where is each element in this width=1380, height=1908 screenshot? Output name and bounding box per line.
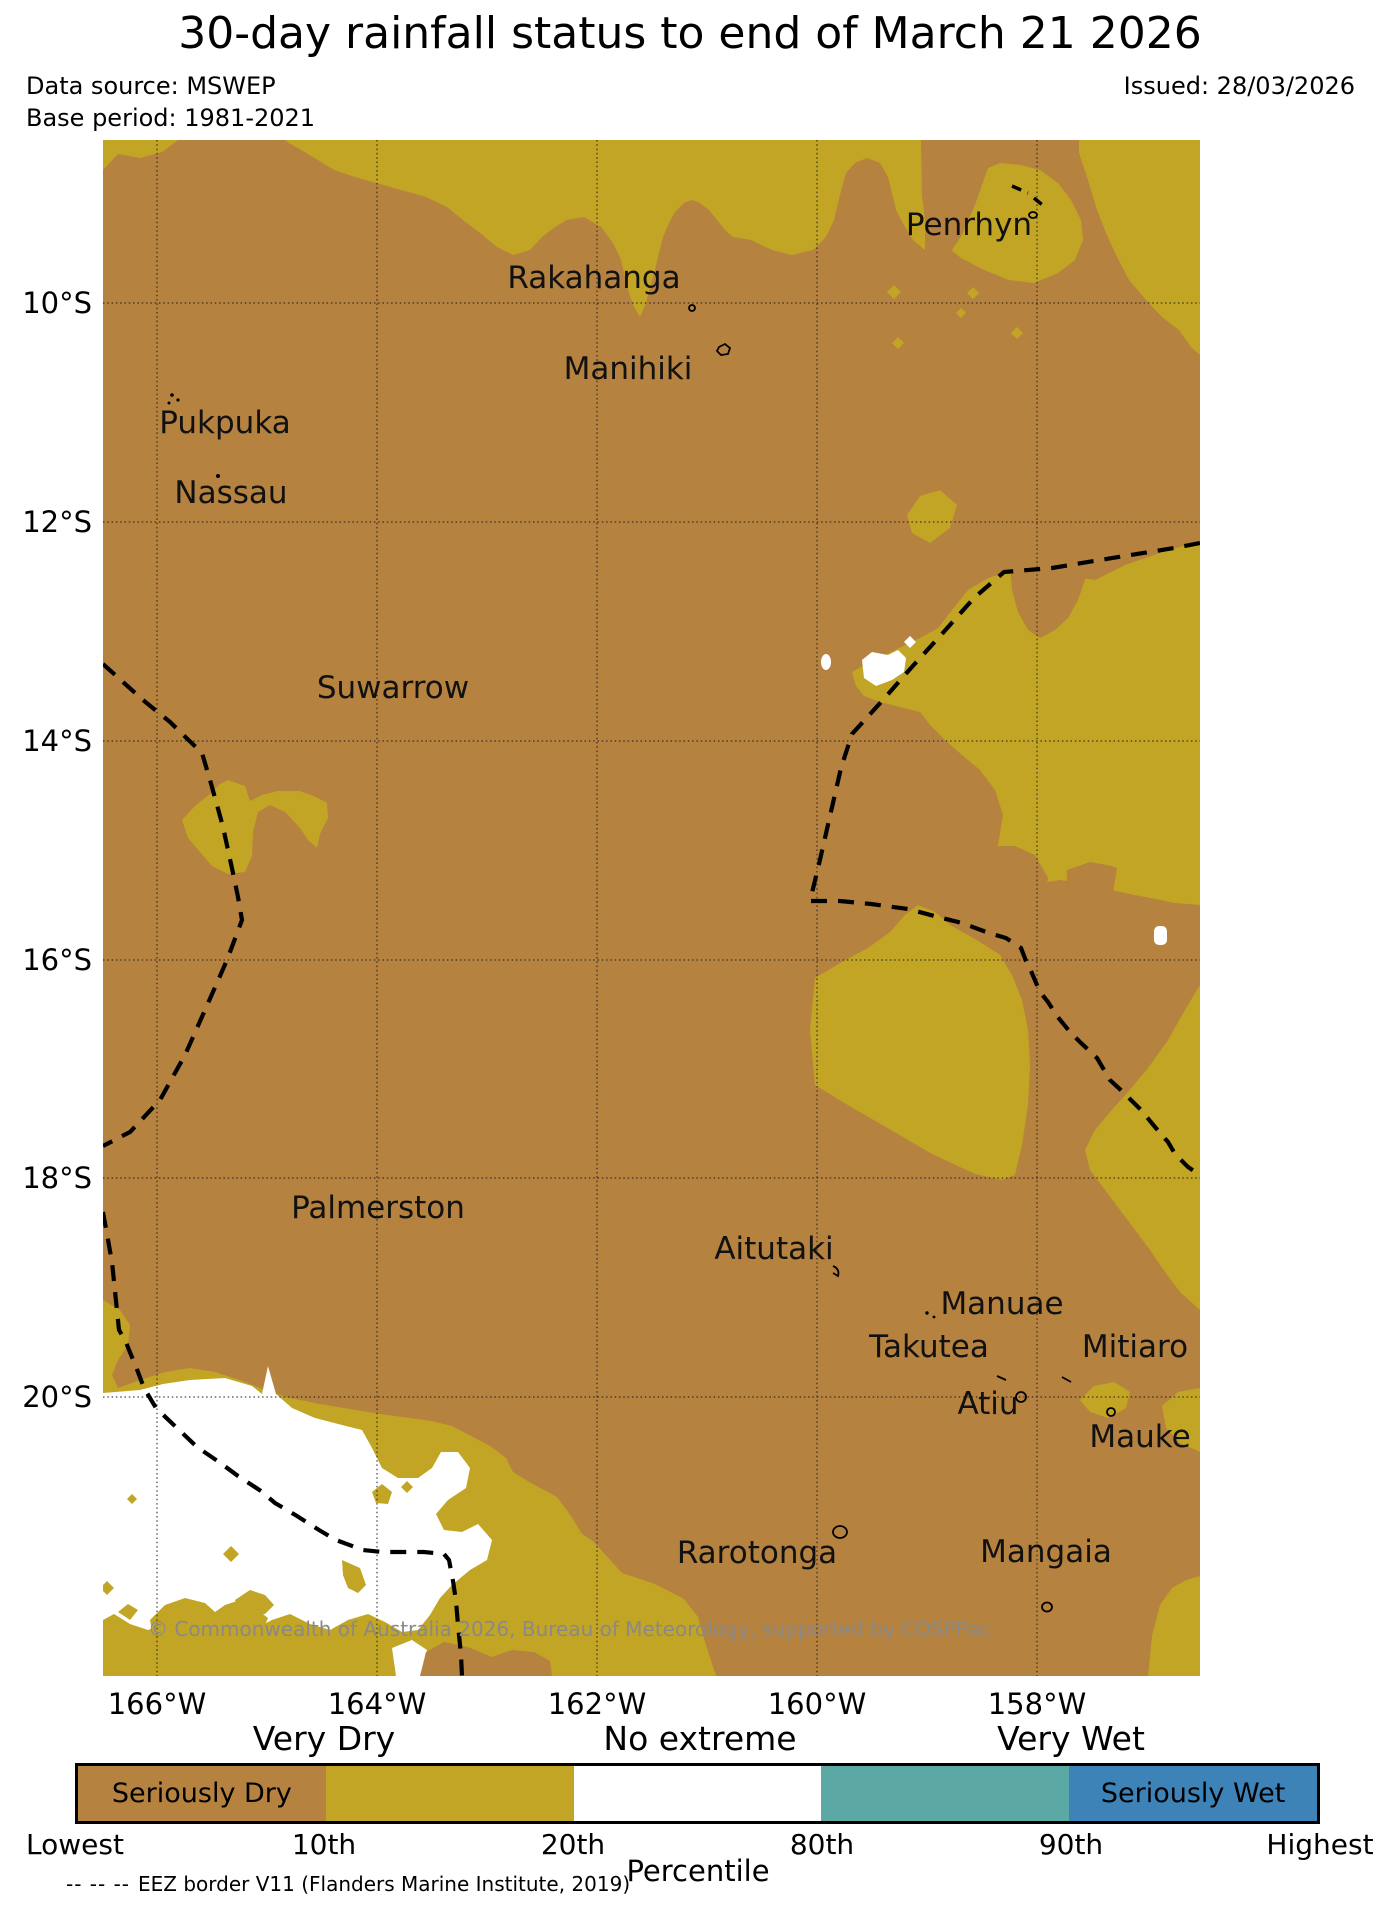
eez-border-west [103,662,245,1148]
manuae-island-dot [932,1315,936,1319]
lat-label-16s: 16°S [22,943,92,977]
data-source-text: Data source: MSWEP [26,72,276,100]
eez-borders [103,184,1200,1676]
island-label-suwarrow: Suwarrow [317,670,469,706]
very-dry-east-region [852,541,1200,905]
eez-border-penrhyn [1011,184,1048,210]
lat-label-12s: 12°S [22,505,92,539]
island-label-atiu: Atiu [957,1386,1018,1422]
lon-label-164w: 164°W [327,1687,427,1721]
pukpuka-island-dot [167,401,171,405]
colorbar-label-seriously-dry: Seriously Dry [111,1778,292,1809]
island-label-palmerston: Palmerston [291,1190,465,1226]
no-extreme-cluster [862,650,906,686]
tick-10th: 10th [291,1828,357,1861]
tick-20th: 20th [540,1828,606,1861]
very-dry-north-band [285,140,925,317]
colorbar-segment-no-extreme [573,1766,822,1821]
lat-label-10s: 10°S [22,286,92,320]
no-extreme-bottom-notch [392,1640,427,1676]
rainfall-status-map: Penrhyn Rakahanga Manihiki Pukpuka Nassa… [103,140,1200,1676]
no-extreme-southwest [103,1366,492,1632]
eez-dash-sample: -- -- -- [66,1872,131,1896]
island-label-rarotonga: Rarotonga [677,1535,837,1571]
very-dry-ne-corner [1079,140,1200,355]
island-label-penrhyn: Penrhyn [906,207,1032,243]
nassau-island-dot [216,474,220,478]
lat-label-18s: 18°S [22,1161,92,1195]
legend-category-no-extreme: No extreme [603,1719,797,1758]
island-label-rakahanga: Rakahanga [507,260,680,296]
island-label-nassau: Nassau [174,475,287,511]
legend-category-very-wet: Very Wet [997,1719,1145,1758]
colorbar-segment-seriously-wet: Seriously Wet [1069,1766,1317,1821]
eez-border-southwest [103,1211,465,1676]
rakahanga-island-mark [688,304,696,312]
island-labels: Penrhyn Rakahanga Manihiki Pukpuka Nassa… [159,207,1190,1571]
manihiki-island-mark [715,342,732,356]
eez-legend-note: -- -- -- EEZ border V11 (Flanders Marine … [66,1872,630,1896]
mangaia-island-mark [1041,1601,1053,1613]
pukpuka-island-dot [176,398,180,402]
island-label-mitiaro: Mitiaro [1082,1329,1188,1365]
seriously-dry-overlays [420,140,1117,1676]
lon-label-160w: 160°W [767,1687,867,1721]
penrhyn-island-mark [1028,211,1038,219]
very-dry-mid-right-patch [907,490,957,543]
island-label-manuae: Manuae [940,1286,1063,1322]
very-dry-specks-north [887,285,1023,349]
very-dry-mauke-lobe [1162,1388,1200,1452]
no-extreme-pill-west [821,654,831,670]
tick-lowest: Lowest [26,1828,124,1861]
pukpuka-island-dot [170,393,174,397]
island-label-mauke: Mauke [1089,1419,1190,1455]
colorbar-segment-very-wet [821,1766,1070,1821]
no-extreme-pill-east [1154,926,1167,945]
lat-label-14s: 14°S [22,724,92,758]
very-dry-mauke-blob [1080,1382,1130,1418]
island-label-takutea: Takutea [868,1329,989,1365]
very-dry-southeast-mass [810,905,1030,1180]
tick-80th: 80th [789,1828,855,1861]
copyright-text: © Commonwealth of Australia 2026, Bureau… [148,1617,990,1641]
colorbar-label-seriously-wet: Seriously Wet [1100,1778,1286,1809]
island-label-aitutaki: Aitutaki [714,1231,833,1267]
colorbar-segment-very-dry [325,1766,574,1821]
atiu-island-mark [1015,1391,1027,1403]
rarotonga-island-mark [832,1525,848,1539]
mitiaro-island-mark [1061,1376,1072,1383]
island-label-mangaia: Mangaia [980,1534,1112,1570]
eez-note-text: EEZ border V11 (Flanders Marine Institut… [138,1872,631,1896]
percentile-axis-label: Percentile [626,1854,770,1888]
manuae-island-dot [925,1311,929,1315]
legend-category-very-dry: Very Dry [252,1719,396,1758]
very-dry-se-corner [1148,1576,1200,1676]
lon-label-158w: 158°W [987,1687,1087,1721]
lat-label-20s: 20°S [22,1380,92,1414]
very-dry-regions [103,140,1200,1676]
no-extreme-diamond [904,636,916,648]
colorbar-segment-seriously-dry: Seriously Dry [78,1766,326,1821]
mauke-island-mark [1106,1407,1116,1417]
page-title: 30-day rainfall status to end of March 2… [178,8,1202,59]
small-island-dots [167,393,936,1319]
no-extreme-regions [103,636,1167,1676]
base-period-text: Base period: 1981-2021 [26,104,316,132]
very-dry-se-wedge [1085,985,1200,1310]
very-dry-top-left [103,140,178,170]
tick-highest: Highest [1266,1828,1374,1861]
lon-label-166w: 166°W [107,1687,207,1721]
very-dry-suwarrow-blob [182,780,328,874]
island-marks [688,211,1116,1613]
tick-90th: 90th [1038,1828,1104,1861]
eez-border-east [807,540,1200,1177]
island-label-manihiki: Manihiki [564,351,693,387]
island-label-pukpuka: Pukpuka [159,405,290,441]
takutea-island-mark [996,1375,1007,1381]
aitutaki-island-mark [832,1265,840,1278]
lon-label-162w: 162°W [547,1687,647,1721]
percentile-colorbar: Seriously Dry Seriously Wet [75,1763,1320,1824]
issued-date-text: Issued: 28/03/2026 [1123,72,1355,100]
